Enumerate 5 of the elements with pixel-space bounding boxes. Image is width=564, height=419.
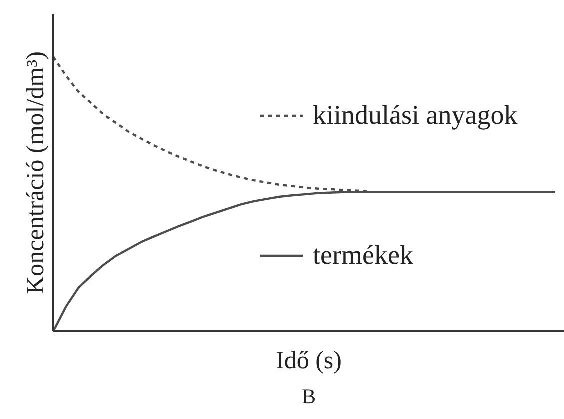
legend-label: kiindulási anyagok	[313, 100, 518, 131]
y-axis-title: Koncentráció (mol/dm³)	[22, 52, 50, 294]
x-axis-title: Idő (s)	[276, 348, 342, 374]
text: B	[302, 384, 316, 408]
legend-label: termékek	[313, 240, 414, 271]
